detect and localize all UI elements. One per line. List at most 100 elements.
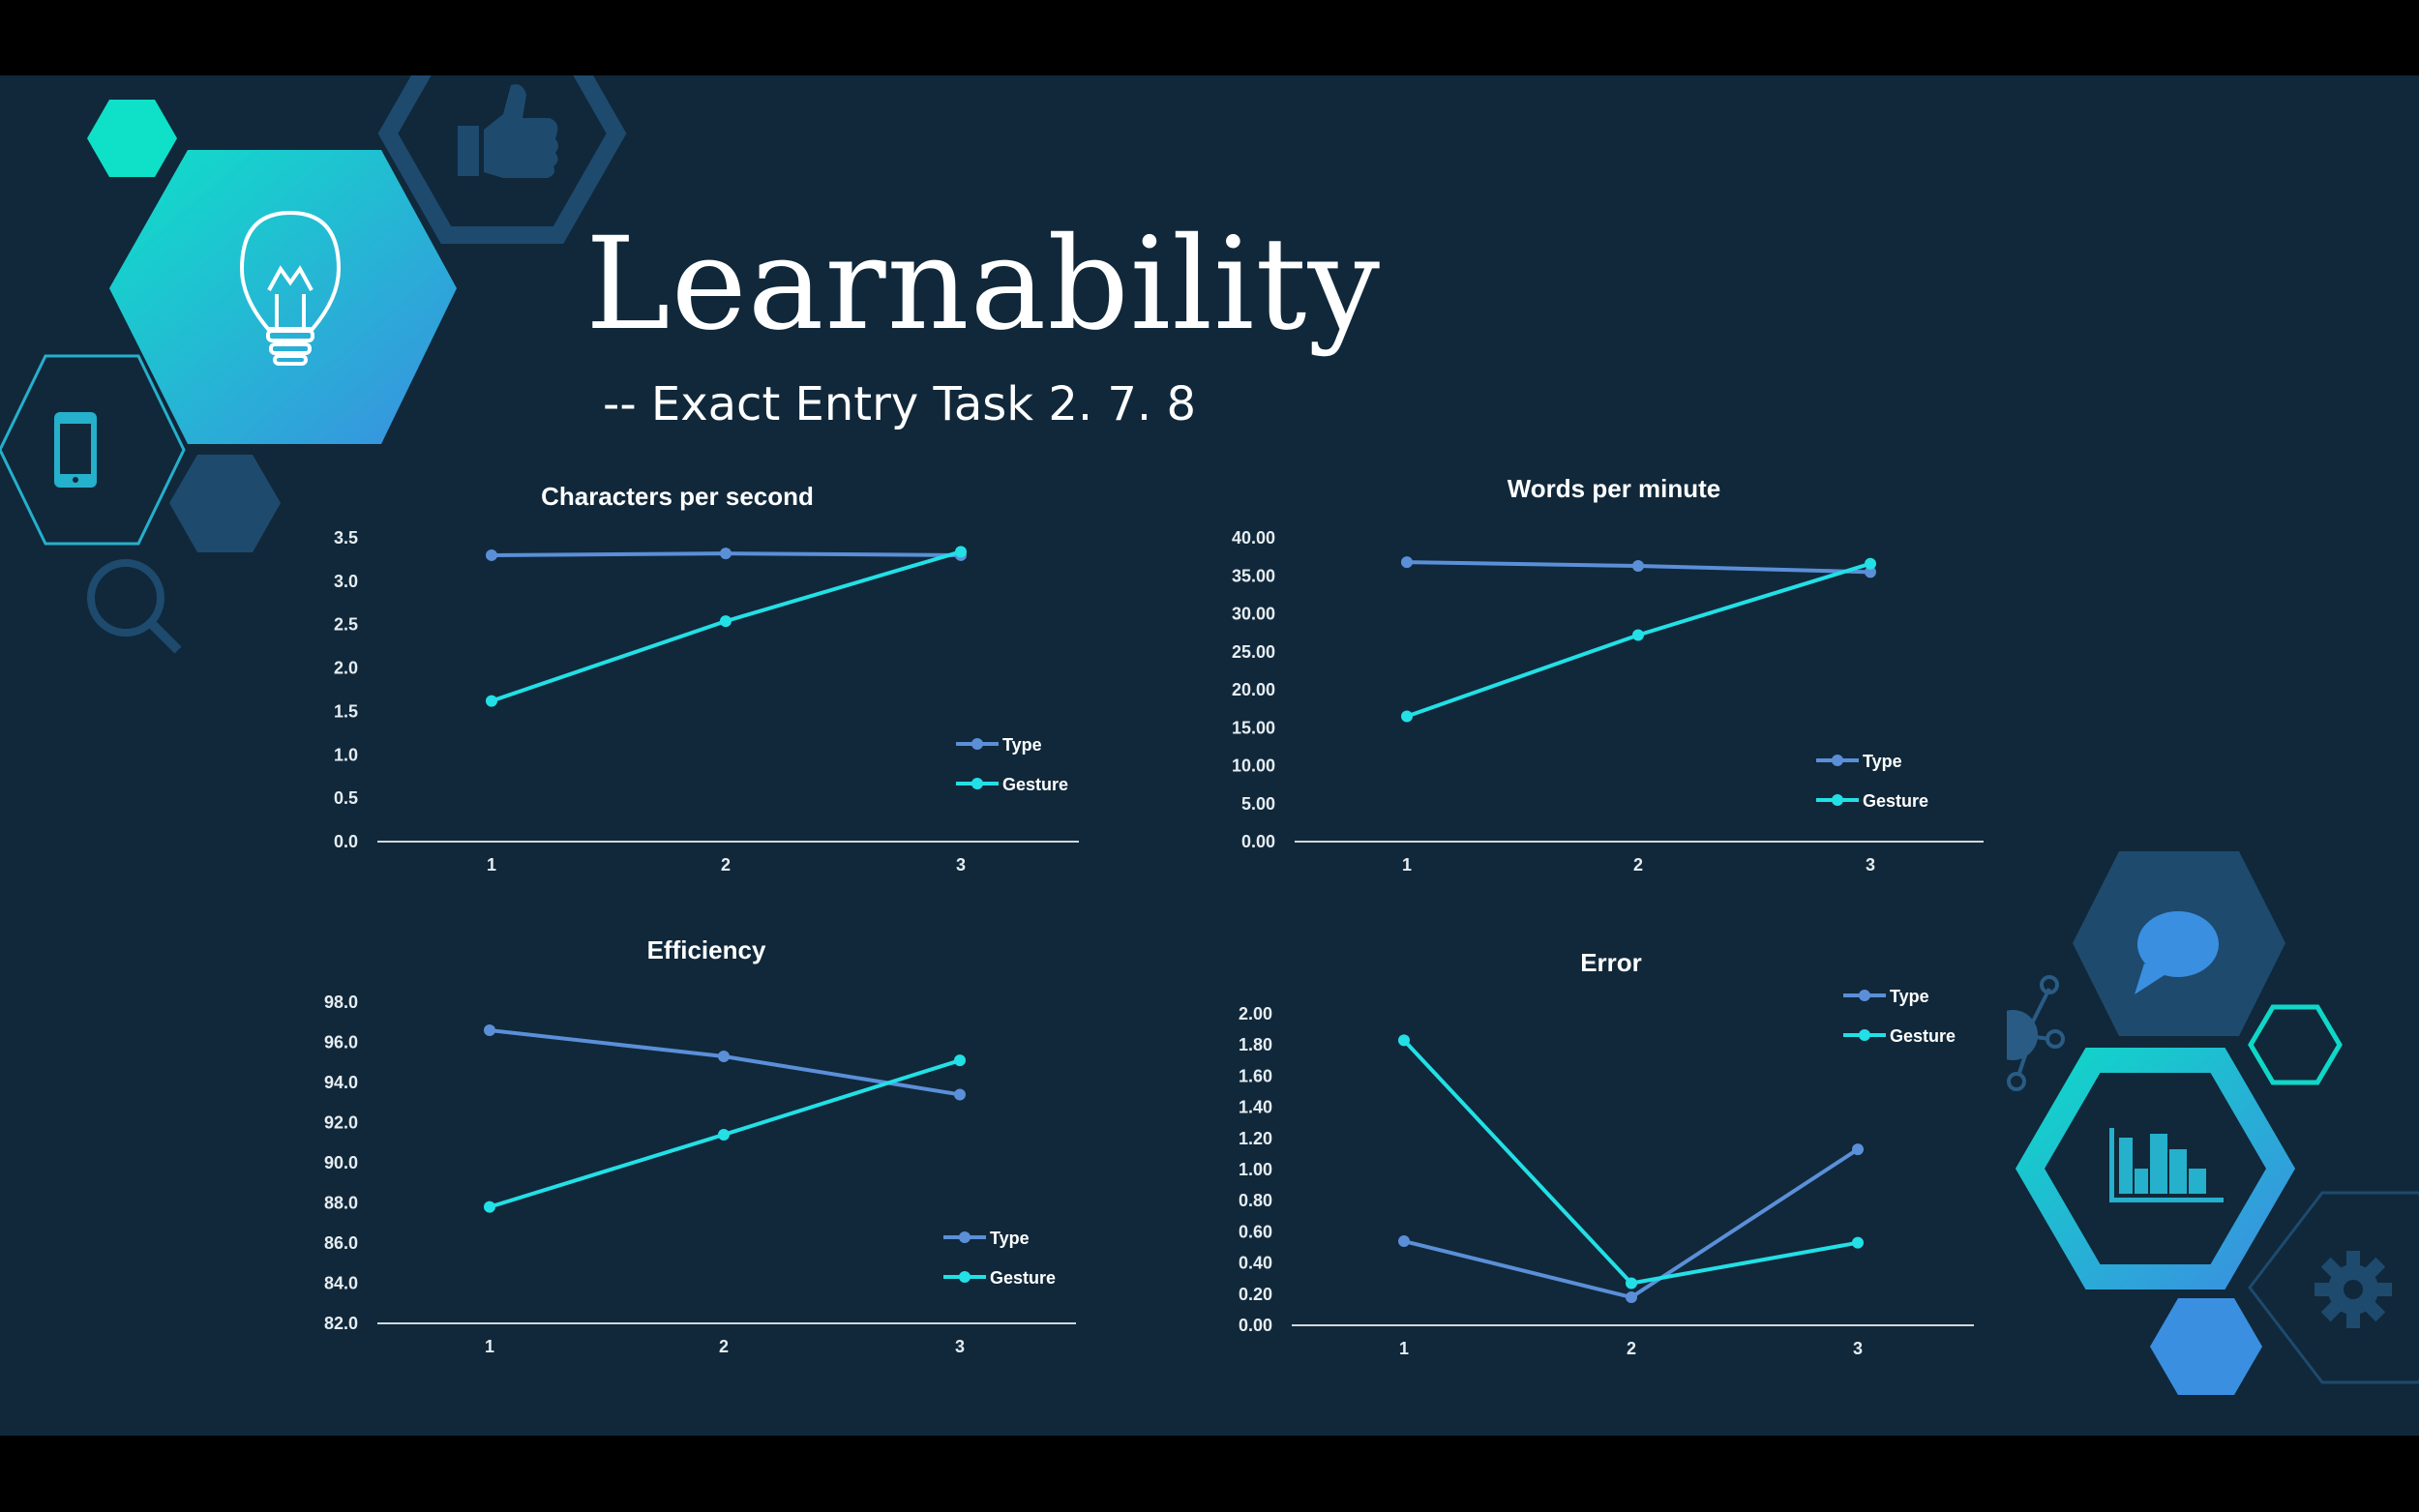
magnifier-icon: [87, 559, 182, 654]
chart-4-series-type-point: [1398, 1235, 1410, 1248]
chart-4-x-tick: 3: [1853, 1339, 1863, 1358]
chart-1-y-tick: 1.5: [334, 701, 358, 721]
bar-chart-icon: [2109, 1128, 2224, 1202]
chart-3-y-tick: 96.0: [324, 1033, 358, 1052]
chart-2-x-tick: 1: [1402, 855, 1412, 875]
charts-layer: Characters per second 0.0 0.5 1.0 1.5 2.0 2.5 3…: [324, 474, 1984, 1358]
chart-4-series-gesture-line: [1402, 1039, 1859, 1286]
chart-3-y-tick: 82.0: [324, 1314, 358, 1333]
phone-hexagon-outline: [0, 354, 186, 546]
chart-3-y-tick: 92.0: [324, 1113, 358, 1133]
chart-3-legend-gesture-label: Gesture: [990, 1268, 1056, 1288]
chart-3-series-type-line: [489, 1028, 961, 1097]
chart-1-x-tick: 3: [956, 855, 966, 875]
chart-4-x-tick: 1: [1399, 1339, 1409, 1358]
chart-2-y-tick: 35.00: [1232, 566, 1275, 585]
thumbs-up-icon: [458, 84, 558, 178]
thumbs-hexagon-outline: [377, 75, 627, 244]
chart-1-x-tick: 1: [487, 855, 496, 875]
chart-2-series-type-point: [1632, 560, 1644, 573]
chart-2-series-type-point: [1401, 556, 1413, 569]
gear-hexagon-outline: [2248, 1191, 2419, 1384]
chart-4-y-tick: 0.20: [1239, 1285, 1272, 1304]
chart-1-y-tick: 3.0: [334, 572, 358, 591]
chart-2-y-tick: 10.00: [1232, 756, 1275, 776]
chart-1-y-tick: 2.0: [334, 659, 358, 678]
chart-2-series-gesture-point: [1632, 629, 1644, 641]
chart-4-legend-type-marker: [1859, 990, 1870, 1001]
chart-2-y-tick: 0.00: [1241, 832, 1275, 851]
chart-2-legend-type-marker: [1832, 755, 1843, 766]
chart-1-legend-type-label: Type: [1002, 735, 1042, 755]
chart-4-series-gesture-point: [1398, 1034, 1410, 1047]
chart-4-y-tick: 1.00: [1239, 1160, 1272, 1179]
chart-4-series-type-point: [1626, 1291, 1637, 1304]
chart-2-y-tick: 30.00: [1232, 605, 1275, 624]
chart-2-y-tick: 15.00: [1232, 718, 1275, 737]
chart-2-series-gesture-point: [1401, 710, 1413, 723]
chart-1-x-tick: 2: [721, 855, 731, 875]
chart-3-series-gesture-point: [718, 1128, 730, 1141]
chart-3-y-tick: 90.0: [324, 1153, 358, 1172]
chart-4-y-tick: 0.40: [1239, 1254, 1272, 1273]
chart-1-title: Characters per second: [541, 482, 814, 511]
chart-4-legend-gesture-marker: [1859, 1029, 1870, 1041]
chart-2-legend-gesture-marker: [1832, 794, 1843, 806]
chart-1-series-type-point: [720, 548, 732, 560]
chart-3-series-type-point: [718, 1051, 730, 1063]
blue-hexagon: [2150, 1298, 2262, 1395]
chart-1-y-tick: 0.5: [334, 788, 358, 808]
chart-1-series-gesture-point: [486, 695, 497, 707]
chart-4-series-gesture-point: [1626, 1277, 1637, 1290]
chart-2-y-tick: 40.00: [1232, 528, 1275, 548]
chart-4-series-gesture-point: [1852, 1236, 1864, 1249]
speech-bubble-icon: [2135, 911, 2219, 994]
chart-3-series-gesture-point: [954, 1054, 966, 1067]
slide-title: Learnability: [585, 210, 1382, 359]
chart-4-legend-gesture-label: Gesture: [1890, 1026, 1956, 1046]
chart-1-series-gesture-point: [720, 615, 732, 628]
small-teal-hexagon: [87, 100, 177, 177]
chart-4-y-tick: 1.40: [1239, 1098, 1272, 1117]
chart-3-x-tick: 3: [955, 1337, 965, 1356]
chart-1-legend-gesture-label: Gesture: [1002, 775, 1068, 794]
dark-blue-hexagon: [169, 455, 281, 552]
slide-subtitle: -- Exact Entry Task 2. 7. 8: [603, 377, 1196, 431]
chart-4-x-tick: 2: [1627, 1339, 1636, 1358]
chart-2-series-gesture-point: [1865, 557, 1876, 570]
chart-4-y-tick: 1.60: [1239, 1066, 1272, 1085]
chart-2-title: Words per minute: [1508, 474, 1721, 503]
chart-2-x-tick: 3: [1866, 855, 1875, 875]
chart-2-series-type-point: [1865, 566, 1876, 578]
lightbulb-icon: [239, 210, 342, 366]
chart-4-y-tick: 2.00: [1239, 1004, 1272, 1023]
chart-1-series-gesture-point: [955, 546, 967, 558]
chart-3-y-tick: 84.0: [324, 1274, 358, 1293]
chart-4-y-tick: 0.60: [1239, 1222, 1272, 1241]
chart-2-legend-gesture-label: Gesture: [1863, 791, 1928, 811]
chart-2-x-tick: 2: [1633, 855, 1643, 875]
chart-2-y-tick: 5.00: [1241, 794, 1275, 814]
bulb-hexagon: [109, 150, 457, 444]
chart-4-y-tick: 1.20: [1239, 1129, 1272, 1148]
chart-3-series-gesture-point: [484, 1201, 495, 1213]
chart-1-legend-gesture-marker: [971, 778, 983, 789]
chart-4-title: Error: [1580, 948, 1642, 977]
chart-3-series-type-point: [484, 1024, 495, 1037]
chart-3-x-tick: 2: [719, 1337, 729, 1356]
chart-hexagon-outline: [2015, 1048, 2296, 1290]
chart-4-series-type-point: [1852, 1143, 1864, 1156]
chart-2-y-tick: 20.00: [1232, 680, 1275, 699]
chart-3-legend-type-label: Type: [990, 1229, 1030, 1248]
gear-icon: [2314, 1251, 2392, 1328]
chart-3-y-tick: 94.0: [324, 1073, 358, 1092]
chart-2-y-tick: 25.00: [1232, 642, 1275, 662]
smartphone-icon: [54, 412, 97, 488]
chart-1-y-tick: 3.5: [334, 528, 358, 548]
chart-3-legend-gesture-marker: [959, 1271, 971, 1283]
chart-3-y-tick: 88.0: [324, 1194, 358, 1213]
chart-3-series-type-point: [954, 1088, 966, 1101]
chart-4-y-tick: 1.80: [1239, 1035, 1272, 1054]
chart-4-y-tick: 0.80: [1239, 1191, 1272, 1210]
chart-4-y-tick: 0.00: [1239, 1316, 1272, 1335]
